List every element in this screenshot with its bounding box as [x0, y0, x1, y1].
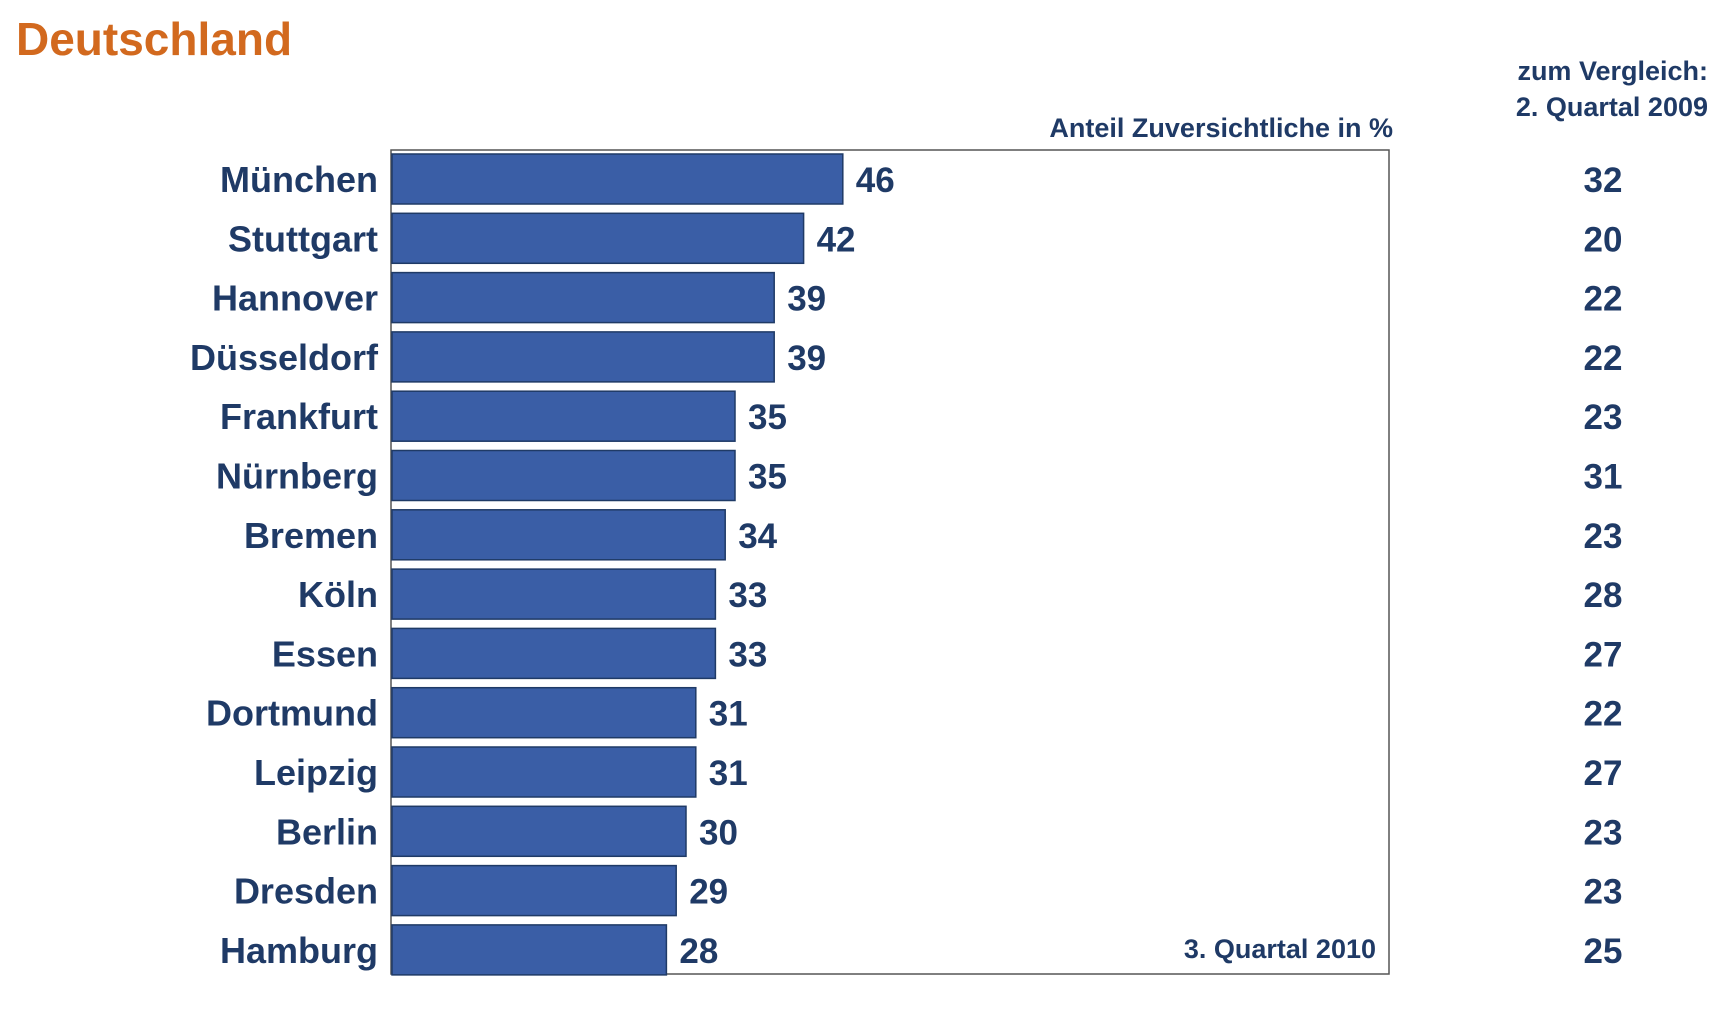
value-label-6: 34: [738, 517, 777, 556]
comparison-value-2: 22: [1584, 280, 1623, 319]
bar-10: [391, 746, 697, 798]
city-label-13: Hamburg: [220, 930, 378, 971]
comparison-value-12: 23: [1584, 873, 1623, 912]
city-label-8: Essen: [272, 633, 378, 674]
bar-2: [391, 271, 775, 324]
value-label-8: 33: [728, 635, 767, 674]
bar-11: [391, 805, 687, 858]
comparison-value-3: 22: [1584, 339, 1623, 378]
comparison-value-1: 20: [1584, 220, 1623, 259]
comparison-value-6: 23: [1584, 517, 1623, 556]
city-label-7: Köln: [298, 574, 378, 615]
city-labels-group: München Stuttgart Hannover Düsseldorf Frankf…: [190, 159, 379, 971]
comparison-values-group: 32 20 22 22 23 31 23 28 27 22 27 23 23 25: [1584, 161, 1623, 971]
city-label-5: Nürnberg: [216, 456, 378, 497]
comparison-value-4: 23: [1584, 398, 1623, 437]
page-title: Deutschland: [16, 13, 292, 65]
comparison-header-line2: 2. Quartal 2009: [1516, 92, 1708, 122]
bar-0: [391, 153, 844, 205]
bar-13: [391, 924, 668, 976]
comparison-value-8: 27: [1584, 635, 1623, 674]
value-label-7: 33: [728, 576, 767, 615]
axis-header: Anteil Zuversichtliche in %: [1049, 113, 1393, 143]
bar-7: [391, 568, 717, 620]
bar-5: [391, 449, 736, 502]
value-label-1: 42: [817, 220, 856, 259]
city-label-2: Hannover: [212, 278, 378, 319]
comparison-value-7: 28: [1584, 576, 1623, 615]
city-label-11: Berlin: [276, 811, 378, 852]
bar-8: [391, 627, 717, 680]
city-label-0: München: [220, 159, 378, 200]
bar-9: [391, 686, 697, 739]
city-label-12: Dresden: [234, 871, 378, 912]
bar-12: [391, 864, 677, 917]
plot-frame: [390, 149, 1390, 975]
city-label-9: Dortmund: [206, 693, 378, 734]
comparison-value-5: 31: [1584, 458, 1623, 497]
city-label-6: Bremen: [244, 515, 378, 556]
bar-6: [391, 509, 726, 561]
city-label-4: Frankfurt: [220, 396, 378, 437]
city-label-1: Stuttgart: [228, 218, 378, 259]
value-label-10: 31: [709, 754, 748, 793]
comparison-value-11: 23: [1584, 813, 1623, 852]
value-label-2: 39: [787, 280, 826, 319]
comparison-value-13: 25: [1584, 932, 1623, 971]
value-label-3: 39: [787, 339, 826, 378]
bar-4: [391, 390, 736, 442]
bars-group: [391, 153, 844, 976]
value-label-4: 35: [748, 398, 787, 437]
value-label-12: 29: [689, 873, 728, 912]
value-label-13: 28: [679, 932, 718, 971]
bar-3: [391, 331, 775, 383]
value-label-9: 31: [709, 695, 748, 734]
value-label-11: 30: [699, 813, 738, 852]
city-label-10: Leipzig: [254, 752, 378, 793]
bar-1: [391, 212, 805, 265]
period-label: 3. Quartal 2010: [1184, 934, 1376, 964]
value-label-5: 35: [748, 458, 787, 497]
comparison-value-9: 22: [1584, 695, 1623, 734]
comparison-header-line1: zum Vergleich:: [1517, 56, 1708, 86]
city-label-3: Düsseldorf: [190, 337, 379, 378]
value-label-0: 46: [856, 161, 895, 200]
comparison-value-10: 27: [1584, 754, 1623, 793]
comparison-value-0: 32: [1584, 161, 1623, 200]
